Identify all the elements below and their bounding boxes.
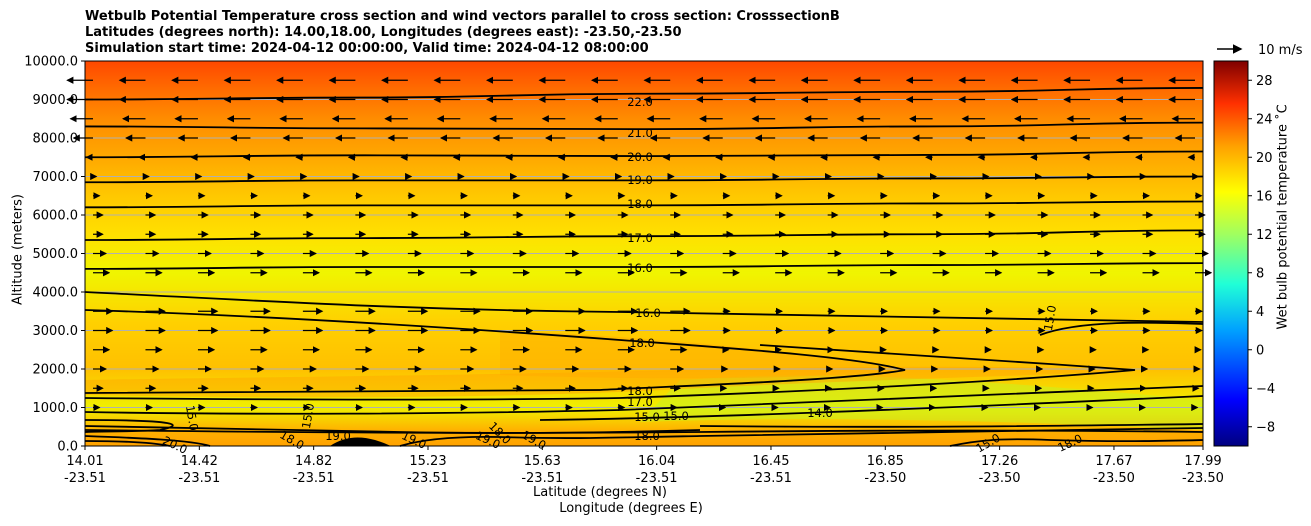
contour-line (84, 309, 906, 394)
contour-label: 15.0 (663, 409, 689, 423)
contour-label: 17.0 (627, 395, 653, 409)
x-tick-label-lat: 16.04 (638, 454, 675, 469)
colorbar-ticks: 28 24 20 16 12 8 4 0 −4 −8 (1248, 74, 1275, 435)
colorbar-tick-label: 12 (1256, 228, 1273, 243)
y-tick-label: 4000.0 (33, 286, 79, 301)
cool-region (640, 375, 1203, 430)
contour-label: 18.0 (627, 197, 653, 211)
x-tick-label-lat: 15.63 (524, 454, 561, 469)
y-tick-label: 9000.0 (33, 93, 79, 108)
colorbar-tick-label: 24 (1256, 112, 1273, 127)
contour-line (84, 435, 211, 447)
colorbar-tick-label: 16 (1256, 189, 1273, 204)
contour-label: 19.0 (627, 173, 653, 187)
contour-label: 16.0 (635, 306, 661, 320)
contour-line (84, 229, 1204, 241)
contour-line (84, 440, 171, 447)
x-tick-label-lon: -23.50 (979, 471, 1021, 486)
contour-line (84, 262, 1204, 270)
x-tick-label-lat: 17.67 (1095, 454, 1132, 469)
colorbar-tick-label: 28 (1256, 74, 1273, 89)
contour-label: 22.0 (627, 95, 653, 109)
y-tick-label: 0.0 (57, 440, 78, 455)
x-axis-label-longitude: Longitude (degrees E) (559, 501, 703, 516)
contour-label: 18.0 (634, 429, 660, 443)
colorbar-tick-label: 4 (1256, 305, 1264, 320)
colorbar-tick-label: 20 (1256, 151, 1273, 166)
y-tick-label: 10000.0 (24, 55, 78, 70)
x-tick-label-lat: 16.85 (867, 454, 904, 469)
contour-label: 15.0 (183, 404, 201, 432)
horizontal-gridlines (85, 99, 1203, 408)
x-tick-label-lon: -23.50 (864, 471, 906, 486)
contour-line (699, 423, 1204, 428)
contour-label: 18.0 (629, 336, 655, 350)
chart-title-line-1: Wetbulb Potential Temperature cross sect… (85, 9, 840, 24)
contour-label: 20.0 (627, 150, 653, 164)
x-tick-label-lon: -23.51 (178, 471, 220, 486)
wind-vectors (66, 76, 1213, 412)
contour-label: 15.0 (634, 410, 660, 424)
y-axis-ticks: 0.0 1000.0 2000.0 3000.0 4000.0 5000.0 6000.0 7… (24, 55, 85, 455)
x-axis-label-latitude: Latitude (degrees N) (533, 485, 667, 500)
x-tick-label-lon: -23.51 (293, 471, 335, 486)
colorbar-tick-label: −4 (1256, 382, 1275, 397)
y-axis-label: Altitude (meters) (10, 194, 26, 305)
x-tick-label-lon: -23.51 (521, 471, 563, 486)
chart-title-line-2: Latitudes (degrees north): 14.00,18.00, … (85, 25, 682, 40)
x-axis-ticks: 14.01 -23.51 14.42 -23.51 14.82 -23.51 15.23 -2… (64, 446, 1224, 486)
warm-tongue-1 (500, 330, 905, 379)
x-tick-label-lat: 17.99 (1184, 454, 1221, 469)
quiver-key-label: 10 m/s (1258, 43, 1303, 58)
contour-line (949, 438, 1204, 447)
x-tick-label-lon: -23.50 (1182, 471, 1224, 486)
x-tick-label-lat: 16.45 (752, 454, 789, 469)
contour-line (84, 419, 174, 433)
y-tick-label: 8000.0 (33, 132, 79, 147)
contour-line (84, 429, 1204, 434)
contour-line (84, 175, 1204, 184)
y-tick-label: 3000.0 (33, 324, 79, 339)
x-tick-label-lon: -23.51 (407, 471, 449, 486)
contour-label: 21.0 (627, 126, 653, 140)
y-tick-label: 1000.0 (33, 401, 79, 416)
colorbar-label: Wet bulb potential temperature ˚C (1275, 104, 1291, 330)
colorbar (1213, 60, 1249, 447)
x-tick-label-lon: -23.50 (1093, 471, 1135, 486)
colorbar-tick-label: 8 (1256, 266, 1264, 281)
colorbar-tick-label: 0 (1256, 343, 1264, 358)
x-tick-label-lon: -23.51 (64, 471, 106, 486)
contour-line (84, 121, 1204, 131)
contour-label: 18.0 (627, 384, 653, 398)
contour-label: 17.0 (627, 231, 653, 245)
x-tick-label-lat: 17.26 (981, 454, 1018, 469)
x-tick-label-lat: 14.82 (295, 454, 332, 469)
contour-line (84, 87, 1204, 101)
y-tick-label: 6000.0 (33, 209, 79, 224)
y-tick-label: 2000.0 (33, 363, 79, 378)
contour-line (84, 291, 1204, 323)
x-tick-label-lat: 14.01 (66, 454, 103, 469)
x-tick-label-lat: 14.42 (181, 454, 218, 469)
x-tick-label-lon: -23.51 (636, 471, 678, 486)
chart-title-line-3: Simulation start time: 2024-04-12 00:00:… (85, 41, 649, 56)
contour-line (1039, 321, 1204, 336)
contour-line (539, 395, 1204, 421)
x-tick-label-lat: 15.23 (409, 454, 446, 469)
colorbar-tick-label: −8 (1256, 420, 1275, 435)
contour-line (84, 150, 1204, 159)
contour-line (84, 344, 1136, 401)
y-tick-label: 7000.0 (33, 170, 79, 185)
x-tick-label-lon: -23.51 (750, 471, 792, 486)
contour-line (84, 200, 1204, 209)
contour-lines (84, 87, 1204, 447)
terrain-bump (330, 437, 392, 446)
y-tick-label: 5000.0 (33, 247, 79, 262)
